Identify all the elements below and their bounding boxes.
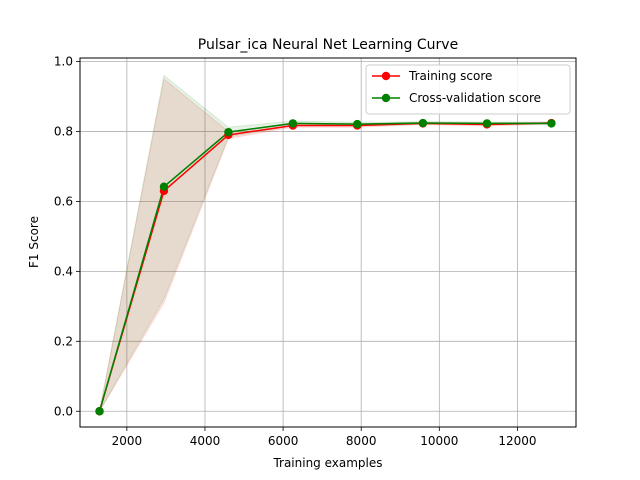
y-axis-ticks: 0.0 0.2 0.4 0.6 0.8 1.0 [54, 54, 80, 418]
point-series-1 [482, 119, 492, 128]
chart-title: Pulsar_ica Neural Net Learning Curve [198, 37, 458, 53]
series-lines [98, 122, 552, 412]
point-series-1 [288, 119, 298, 128]
legend-label: Cross-validation score [409, 91, 541, 105]
x-axis-label: Training examples [272, 456, 382, 470]
line-series-0 [98, 122, 552, 412]
x-axis-ticks: 2000 4000 6000 8000 10000 12000 [112, 427, 537, 448]
line-series-1 [98, 122, 552, 412]
point-series-1 [95, 407, 104, 416]
x-tick-label: 4000 [190, 434, 221, 448]
legend-label: Training score [408, 69, 492, 83]
x-tick-label: 2000 [112, 434, 143, 448]
y-tick-label: 1.0 [54, 54, 73, 68]
plot-frame [79, 57, 577, 428]
point-series-1 [547, 119, 556, 128]
legend: Training score Cross-validation score [365, 64, 571, 115]
x-tick-label: 8000 [346, 434, 377, 448]
x-tick-label: 10000 [420, 434, 458, 448]
point-series-1 [353, 119, 362, 129]
legend-marker [381, 71, 391, 81]
grid [80, 58, 576, 427]
point-series-1 [418, 118, 428, 128]
y-axis-label: F1 Score [27, 216, 41, 268]
y-tick-label: 0.2 [54, 334, 73, 348]
series-points [95, 118, 556, 416]
x-tick-label: 12000 [498, 434, 536, 448]
legend-box [365, 64, 571, 115]
x-tick-label: 6000 [268, 434, 299, 448]
point-series-1 [224, 127, 233, 137]
legend-marker [381, 93, 391, 103]
y-tick-label: 0.8 [54, 124, 73, 138]
y-tick-label: 0.6 [54, 194, 73, 208]
y-tick-label: 0.0 [54, 404, 73, 418]
point-series-1 [159, 182, 169, 191]
y-tick-label: 0.4 [54, 264, 73, 278]
